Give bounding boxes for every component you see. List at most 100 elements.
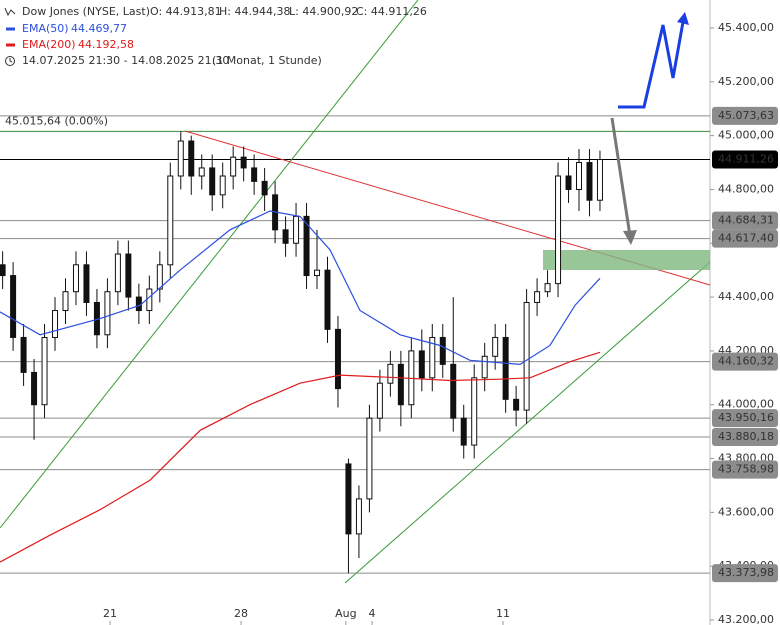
support-zone [543, 250, 710, 270]
candle-body [188, 140, 195, 177]
candle-body [544, 283, 551, 293]
level-label: 44.617,40 [718, 232, 774, 245]
x-tick-label: 28 [234, 607, 248, 620]
candle-body [230, 156, 237, 177]
clock-icon [5, 56, 15, 66]
y-tick-label: 45.400,00 [718, 21, 774, 34]
candle-body [177, 140, 184, 177]
level-label: 44.911,26 [718, 153, 774, 166]
candle-body [41, 336, 48, 406]
icon [4, 7, 16, 17]
y-tick-label: 43.200,00 [718, 613, 774, 625]
x-tick-label: 11 [496, 607, 510, 620]
level-box [712, 352, 778, 371]
candle-body [293, 215, 300, 244]
axis: 43.200,0043.400,0043.600,0043.800,0044.0… [5, 21, 778, 625]
level-label: 44.684,31 [718, 214, 774, 227]
levels [0, 115, 710, 574]
candle-body [198, 167, 205, 177]
level-label: 45.015,64 (0.00%) [5, 114, 108, 127]
level-label: 45.073,63 [718, 109, 774, 122]
legend-label: EMA(200) [22, 38, 76, 51]
candle-body [52, 310, 59, 338]
level-box [712, 427, 778, 446]
candle-body [114, 253, 121, 293]
trendline [344, 261, 711, 584]
clock-hand [9, 58, 13, 63]
y-tick-label: 45.000,00 [718, 129, 774, 142]
candle-body [534, 291, 541, 303]
candle-body [397, 363, 404, 406]
ohlc: L: 44.900,92 [289, 5, 358, 18]
candle-body [251, 167, 258, 182]
y-tick-label: 45.200,00 [718, 75, 774, 88]
ema-lines [0, 210, 601, 563]
candle-body [345, 463, 352, 535]
candle-body [439, 336, 446, 365]
candle-body [366, 417, 373, 500]
trendline [0, 0, 419, 529]
candle-body [576, 162, 583, 190]
legend-value: 44.469,77 [71, 22, 127, 35]
candle-body [135, 296, 142, 312]
candle-body [10, 275, 17, 338]
candle-body [146, 288, 153, 312]
candle-body [240, 156, 247, 169]
level-box [712, 106, 778, 125]
x-tick-label: 4 [369, 607, 376, 620]
candle-body [156, 264, 163, 290]
candle-body [104, 291, 111, 336]
candle-body [376, 382, 383, 419]
y-tick-label: 44.400,00 [718, 290, 774, 303]
candle-body [83, 264, 90, 303]
candle-body [72, 264, 79, 293]
level-box [712, 409, 778, 428]
arrow [618, 21, 685, 109]
level-box [712, 150, 778, 169]
level-label: 43.880,18 [718, 430, 774, 443]
level-label: 43.758,98 [718, 463, 774, 476]
ohlc: H: 44.944,38 [219, 5, 290, 18]
arrow [610, 117, 632, 237]
candle-body [460, 417, 467, 446]
level-box [712, 211, 778, 230]
x-tick-label: 21 [103, 607, 117, 620]
candle-body [418, 350, 425, 379]
candle-body [20, 336, 27, 373]
candle-body [481, 355, 488, 379]
candle-body [209, 167, 216, 196]
candle-body [324, 269, 331, 330]
instrument: Dow Jones (NYSE, Last) [22, 5, 150, 18]
x-tick-label: Aug [335, 607, 356, 620]
ohlc: O: 44.913,81 [150, 5, 222, 18]
candle-body [429, 336, 436, 379]
candle-body [565, 175, 572, 190]
y-tick-label: 43.600,00 [718, 505, 774, 518]
candle-body [523, 301, 530, 411]
level-box [712, 564, 778, 583]
candle-body [314, 269, 321, 277]
candle-body [586, 162, 593, 201]
candle-body [492, 336, 499, 357]
candle-body [125, 253, 132, 298]
legend-label: EMA(50) [22, 22, 69, 35]
candle-body [334, 328, 341, 390]
level-label: 44.160,32 [718, 355, 774, 368]
plot [0, 0, 711, 584]
candle-body [219, 175, 226, 196]
level-box [712, 229, 778, 248]
ohlc: C: 44.911,26 [356, 5, 427, 18]
candle-body [167, 175, 174, 266]
candle-body [62, 291, 69, 312]
candle-body [471, 377, 478, 446]
period-note: (1 Monat, 1 Stunde) [212, 54, 322, 67]
y-tick-label: 44.800,00 [718, 182, 774, 195]
candle-body [282, 229, 289, 244]
legend: Dow Jones (NYSE, Last) O: 44.913,81 H: 4… [4, 5, 427, 67]
candle-body [0, 264, 6, 277]
candle-body [303, 215, 310, 277]
arrowhead [623, 230, 637, 245]
y-tick-label: 44.000,00 [718, 398, 774, 411]
